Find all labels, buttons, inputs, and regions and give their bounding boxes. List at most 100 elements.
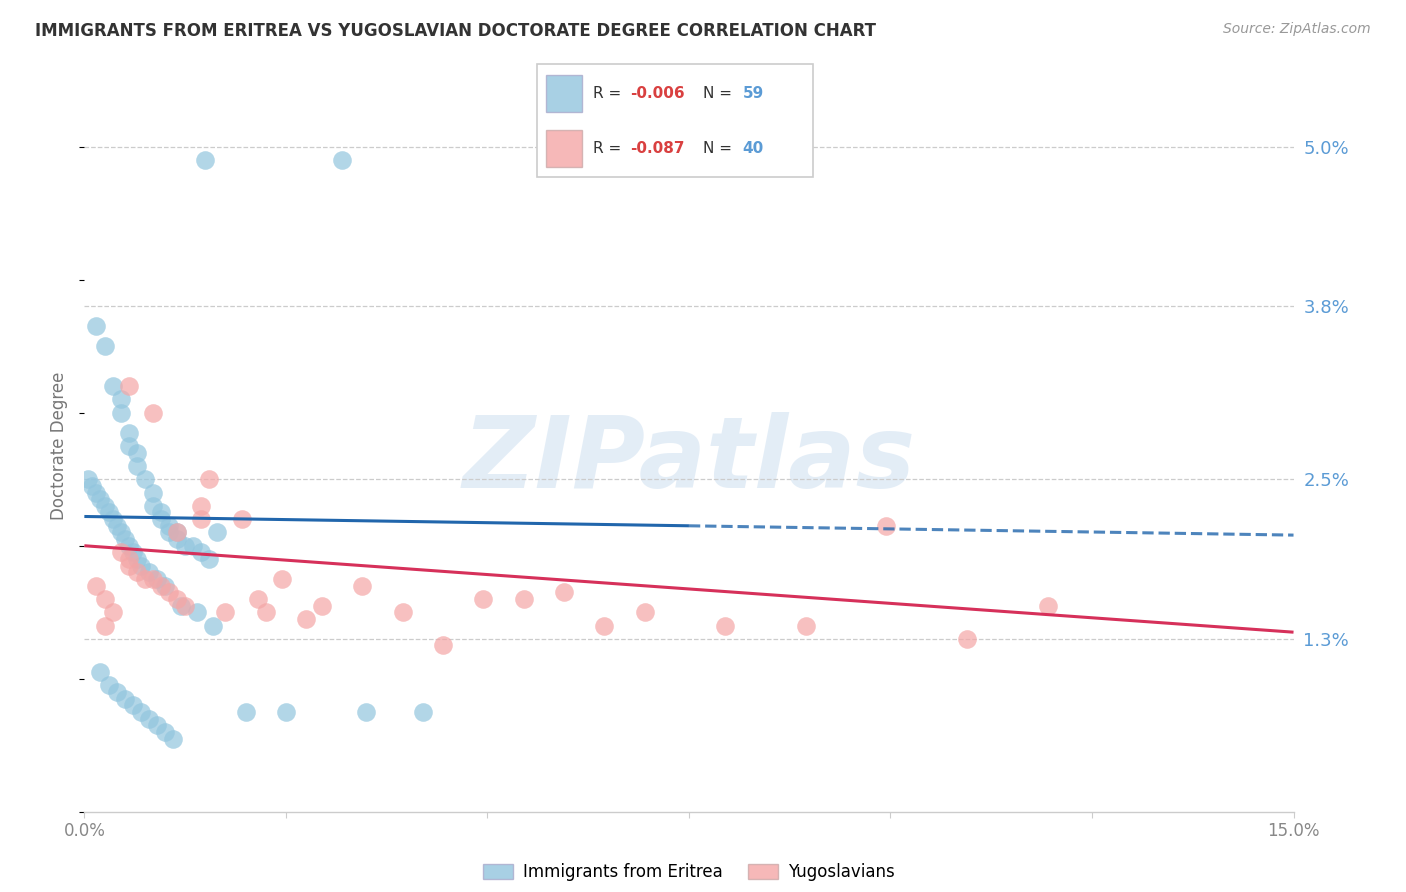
Point [86, 485, 108, 500]
Point [101, 512, 124, 526]
Point [118, 439, 141, 453]
Point [391, 605, 413, 619]
Point [214, 605, 236, 619]
Point [93, 499, 115, 513]
Text: Source: ZipAtlas.com: Source: ZipAtlas.com [1223, 22, 1371, 37]
Point [93, 618, 115, 632]
Point [714, 618, 737, 632]
Text: N =: N = [703, 141, 737, 156]
Point [190, 499, 212, 513]
Point [1036, 599, 1059, 613]
Text: 59: 59 [742, 87, 763, 102]
Point [174, 599, 197, 613]
Point [352, 579, 374, 593]
Point [118, 425, 141, 440]
Point [956, 632, 979, 646]
Point [412, 705, 434, 719]
Point [125, 566, 148, 580]
Point [149, 579, 172, 593]
Point [593, 618, 616, 632]
Point [311, 599, 333, 613]
Point [875, 518, 897, 533]
Point [149, 512, 172, 526]
Point [110, 525, 132, 540]
Point [105, 518, 128, 533]
Point [86, 579, 108, 593]
Point [190, 512, 212, 526]
Point [157, 585, 180, 599]
Point [181, 539, 204, 553]
Point [134, 472, 156, 486]
Point [138, 566, 160, 580]
FancyBboxPatch shape [546, 129, 582, 167]
Point [121, 545, 143, 559]
Point [86, 319, 108, 334]
Legend: Immigrants from Eritrea, Yugoslavians: Immigrants from Eritrea, Yugoslavians [477, 856, 901, 888]
Point [97, 506, 120, 520]
Text: 40: 40 [742, 141, 763, 156]
Point [162, 731, 184, 746]
Point [186, 605, 208, 619]
Point [166, 525, 188, 540]
Point [207, 525, 229, 540]
Point [110, 545, 132, 559]
Point [118, 552, 141, 566]
Point [110, 406, 132, 420]
Point [295, 612, 318, 626]
Point [125, 552, 148, 566]
Point [512, 591, 534, 606]
Point [553, 585, 575, 599]
Point [246, 591, 269, 606]
Point [254, 605, 277, 619]
Point [129, 558, 152, 573]
Point [97, 678, 120, 692]
Point [472, 591, 495, 606]
Point [166, 525, 188, 540]
Point [118, 539, 141, 553]
Point [202, 618, 225, 632]
Point [121, 698, 143, 713]
FancyBboxPatch shape [546, 75, 582, 112]
Point [114, 532, 136, 546]
Point [149, 506, 172, 520]
Text: R =: R = [593, 87, 627, 102]
Point [142, 499, 165, 513]
Point [198, 472, 221, 486]
Point [125, 458, 148, 473]
Text: N =: N = [703, 87, 737, 102]
Point [101, 379, 124, 393]
Point [274, 705, 297, 719]
Point [157, 525, 180, 540]
Point [142, 406, 165, 420]
Y-axis label: Doctorate Degree: Doctorate Degree [51, 372, 69, 520]
Point [89, 665, 111, 679]
Point [105, 685, 128, 699]
Point [118, 558, 141, 573]
Point [101, 605, 124, 619]
Text: IMMIGRANTS FROM ERITREA VS YUGOSLAVIAN DOCTORATE DEGREE CORRELATION CHART: IMMIGRANTS FROM ERITREA VS YUGOSLAVIAN D… [35, 22, 876, 40]
Point [174, 539, 197, 553]
Point [93, 339, 115, 353]
Point [198, 552, 221, 566]
Point [330, 153, 353, 167]
Point [794, 618, 817, 632]
Point [153, 725, 176, 739]
Text: -0.087: -0.087 [630, 141, 685, 156]
Point [166, 532, 188, 546]
Point [89, 492, 111, 507]
Point [157, 518, 180, 533]
Point [82, 479, 104, 493]
Point [138, 712, 160, 726]
Point [146, 718, 169, 732]
Point [142, 572, 165, 586]
Point [190, 545, 212, 559]
Text: -0.006: -0.006 [630, 87, 685, 102]
Point [129, 705, 152, 719]
Point [170, 599, 193, 613]
Point [235, 705, 257, 719]
Point [270, 572, 292, 586]
Point [93, 591, 115, 606]
Point [114, 691, 136, 706]
Text: ZIPatlas: ZIPatlas [463, 412, 915, 509]
Point [146, 572, 169, 586]
